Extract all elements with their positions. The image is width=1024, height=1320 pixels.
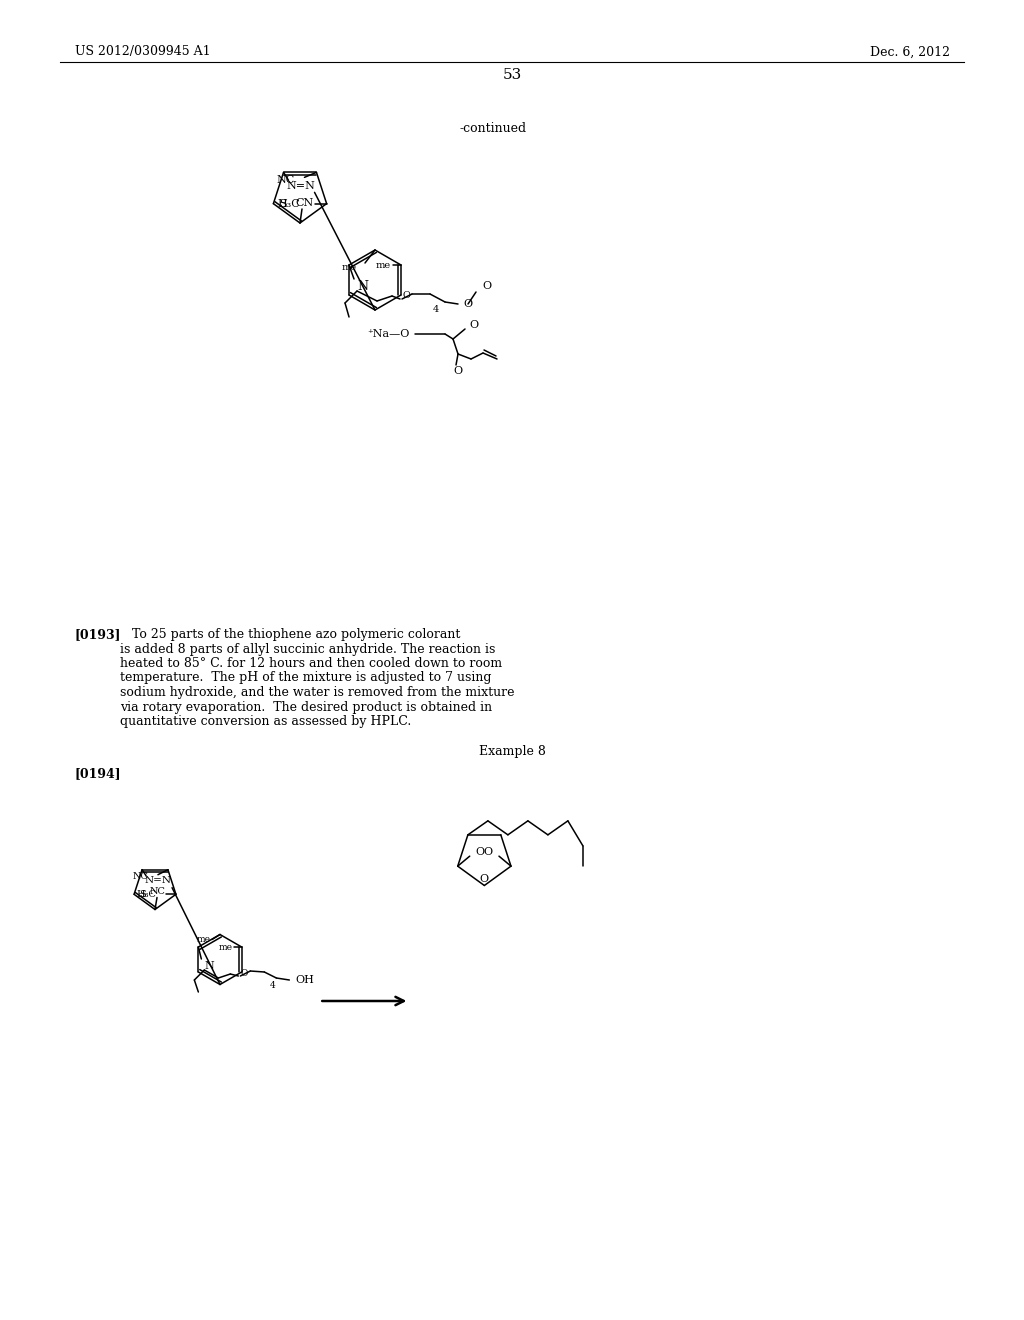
Text: me: me bbox=[376, 260, 391, 269]
Text: O: O bbox=[482, 281, 492, 290]
Text: [0193]: [0193] bbox=[75, 628, 122, 642]
Text: NC: NC bbox=[151, 887, 166, 896]
Text: 53: 53 bbox=[503, 69, 521, 82]
Text: US 2012/0309945 A1: US 2012/0309945 A1 bbox=[75, 45, 211, 58]
Text: O: O bbox=[480, 874, 488, 883]
Text: OH: OH bbox=[295, 975, 314, 985]
Text: sodium hydroxide, and the water is removed from the mixture: sodium hydroxide, and the water is remov… bbox=[120, 686, 514, 700]
Text: H₃C: H₃C bbox=[136, 890, 156, 899]
Text: quantitative conversion as assessed by HPLC.: quantitative conversion as assessed by H… bbox=[120, 715, 412, 729]
Text: O: O bbox=[463, 300, 472, 309]
Text: N: N bbox=[205, 961, 214, 972]
Text: O: O bbox=[469, 319, 478, 330]
Text: heated to 85° C. for 12 hours and then cooled down to room: heated to 85° C. for 12 hours and then c… bbox=[120, 657, 502, 671]
Text: CN: CN bbox=[295, 198, 313, 209]
Text: NC: NC bbox=[276, 176, 295, 185]
Text: S: S bbox=[139, 890, 145, 899]
Text: is added 8 parts of allyl succinic anhydride. The reaction is: is added 8 parts of allyl succinic anhyd… bbox=[120, 643, 496, 656]
Text: 4: 4 bbox=[433, 305, 439, 314]
Text: [0194]: [0194] bbox=[75, 767, 122, 780]
Text: temperature.  The pH of the mixture is adjusted to 7 using: temperature. The pH of the mixture is ad… bbox=[120, 672, 492, 685]
Text: O: O bbox=[484, 847, 493, 857]
Text: To 25 parts of the thiophene azo polymeric colorant: To 25 parts of the thiophene azo polymer… bbox=[120, 628, 461, 642]
Text: S: S bbox=[280, 198, 287, 209]
Text: N: N bbox=[357, 281, 368, 293]
Text: me: me bbox=[342, 263, 357, 272]
Text: O: O bbox=[454, 366, 463, 376]
Text: O: O bbox=[241, 969, 248, 978]
Text: O: O bbox=[402, 292, 410, 301]
Text: O: O bbox=[476, 847, 484, 857]
Text: N=N: N=N bbox=[144, 876, 172, 886]
Text: me: me bbox=[219, 942, 232, 952]
Text: H₃C: H₃C bbox=[278, 198, 301, 209]
Text: N=N: N=N bbox=[286, 181, 315, 191]
Text: NC: NC bbox=[133, 873, 148, 882]
Text: -continued: -continued bbox=[460, 121, 527, 135]
Text: via rotary evaporation.  The desired product is obtained in: via rotary evaporation. The desired prod… bbox=[120, 701, 493, 714]
Text: ⁺Na—O: ⁺Na—O bbox=[368, 329, 410, 339]
Text: me: me bbox=[197, 935, 211, 944]
Text: Example 8: Example 8 bbox=[478, 746, 546, 759]
Text: Dec. 6, 2012: Dec. 6, 2012 bbox=[870, 45, 950, 58]
Text: 4: 4 bbox=[269, 982, 275, 990]
